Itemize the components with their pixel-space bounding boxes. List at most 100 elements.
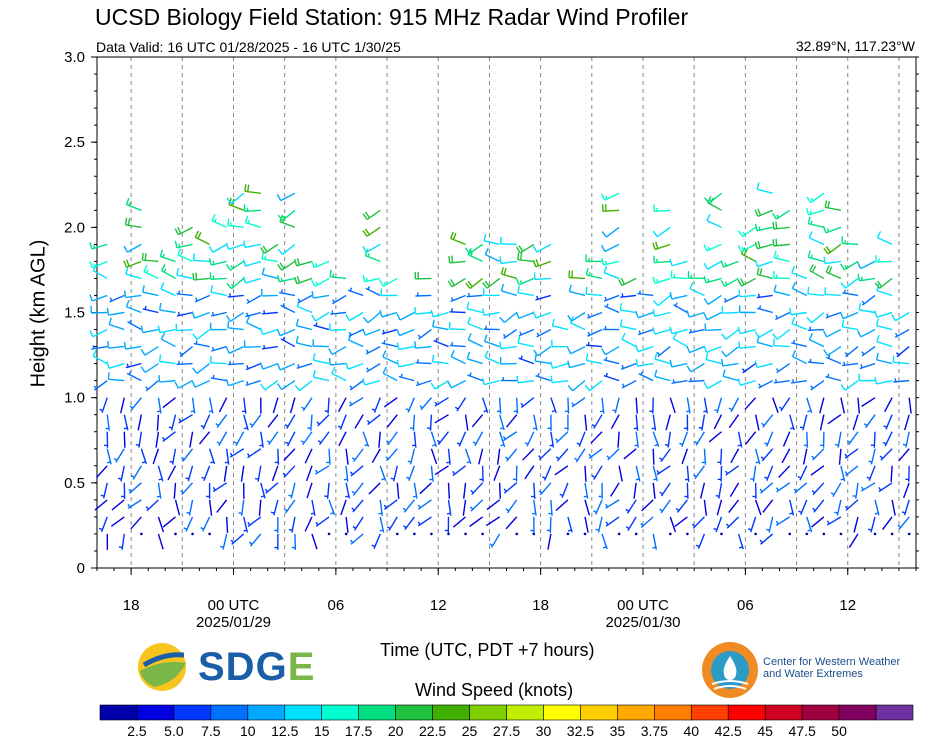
- wind-barb: [652, 294, 671, 307]
- wind-barb: [456, 431, 467, 447]
- wind-barb: [807, 358, 824, 365]
- wind-barb: [328, 357, 347, 366]
- wind-barb: [754, 499, 762, 516]
- wind-barb: [261, 267, 279, 280]
- wind-barb: [652, 465, 659, 482]
- wind-barb: [383, 397, 398, 408]
- wind-barb: [311, 277, 330, 287]
- x-tick-date: 2025/01/30: [605, 614, 680, 631]
- wind-barb: [385, 448, 398, 462]
- wind-barb: [504, 448, 518, 462]
- wind-barb: [209, 272, 227, 280]
- wind-barb: [617, 431, 620, 448]
- wind-barb: [417, 516, 432, 527]
- wind-barb: [479, 465, 484, 482]
- wind-barb-calm: [191, 532, 194, 536]
- wind-barb: [747, 516, 757, 533]
- wind-barb: [307, 414, 313, 431]
- wind-barb: [884, 397, 893, 413]
- wind-barb: [120, 397, 125, 414]
- wind-barb: [500, 267, 517, 280]
- wind-barb: [823, 243, 842, 255]
- wind-barb: [703, 380, 722, 390]
- wind-barb: [305, 465, 313, 482]
- wind-barb: [585, 268, 603, 280]
- wind-barb: [260, 243, 279, 254]
- wind-barb: [713, 414, 723, 430]
- wind-barb: [652, 241, 671, 251]
- wind-barb: [295, 318, 313, 331]
- wind-barb: [124, 217, 142, 229]
- wind-barb: [159, 249, 176, 263]
- wind-barb: [721, 328, 739, 340]
- wind-barb: [485, 516, 501, 527]
- wind-barb: [326, 448, 331, 465]
- wind-barb: [569, 316, 586, 331]
- wind-barb-calm: [890, 532, 894, 536]
- wind-barb: [538, 448, 552, 461]
- wind-barb: [158, 375, 176, 383]
- wind-barb: [167, 465, 177, 481]
- wind-barb: [125, 299, 142, 314]
- wind-barb: [703, 499, 708, 516]
- wind-barb: [878, 482, 893, 493]
- wind-barb: [238, 499, 245, 516]
- wind-barb: [876, 283, 893, 297]
- colorbar-tick-label: 42.5: [715, 723, 742, 739]
- wind-barb: [315, 516, 330, 527]
- wind-barb: [603, 294, 620, 302]
- wind-barb: [412, 482, 418, 499]
- wind-barb: [415, 359, 432, 365]
- wind-barb: [240, 465, 245, 482]
- wind-barb: [737, 326, 756, 335]
- wind-barb: [295, 335, 313, 348]
- wind-barb: [311, 533, 318, 550]
- wind-barb: [381, 328, 398, 335]
- wind-barb: [686, 310, 705, 318]
- wind-barb: [635, 465, 641, 482]
- y-tick-label: 1.0: [64, 390, 85, 407]
- wind-barb: [874, 277, 893, 289]
- wind-barb: [805, 207, 825, 216]
- wind-barb: [362, 377, 381, 386]
- wind-barb: [260, 482, 266, 499]
- wind-barb: [730, 448, 740, 464]
- wind-barb: [564, 397, 570, 414]
- wind-barb: [571, 397, 586, 408]
- wind-barb: [464, 448, 472, 465]
- wind-barb: [259, 327, 279, 336]
- wind-barb: [242, 276, 262, 284]
- wind-barb: [687, 271, 705, 280]
- wind-barb: [806, 192, 825, 204]
- wind-barb: [844, 465, 859, 477]
- wind-barb: [157, 516, 165, 533]
- wind-barb: [272, 397, 279, 414]
- wind-barb: [209, 322, 227, 331]
- wind-barb: [905, 465, 910, 482]
- wind-barb: [432, 319, 449, 331]
- wind-barb: [698, 414, 706, 431]
- wind-barb: [332, 294, 347, 305]
- wind-barb: [225, 345, 245, 354]
- wind-barb: [89, 294, 108, 302]
- wind-barb: [868, 448, 876, 465]
- colorbar-tick-label: 20: [388, 723, 404, 739]
- wind-barb: [773, 270, 790, 280]
- wind-barb: [890, 465, 893, 482]
- wind-barb: [200, 516, 211, 532]
- wind-barb: [191, 379, 210, 388]
- wind-barb: [345, 516, 349, 533]
- wind-barb: [345, 448, 349, 465]
- wind-barb: [107, 372, 125, 382]
- wind-barb: [502, 431, 518, 442]
- wind-barb: [382, 350, 398, 365]
- wind-barb: [211, 345, 227, 352]
- wind-barb: [754, 328, 774, 339]
- wind-barb: [371, 533, 381, 549]
- wind-barb: [606, 448, 620, 461]
- wind-barb: [574, 448, 586, 463]
- wind-barb: [515, 311, 535, 320]
- wind-barb: [620, 293, 637, 298]
- wind-barb: [841, 319, 859, 331]
- colorbar-swatch: [543, 704, 581, 721]
